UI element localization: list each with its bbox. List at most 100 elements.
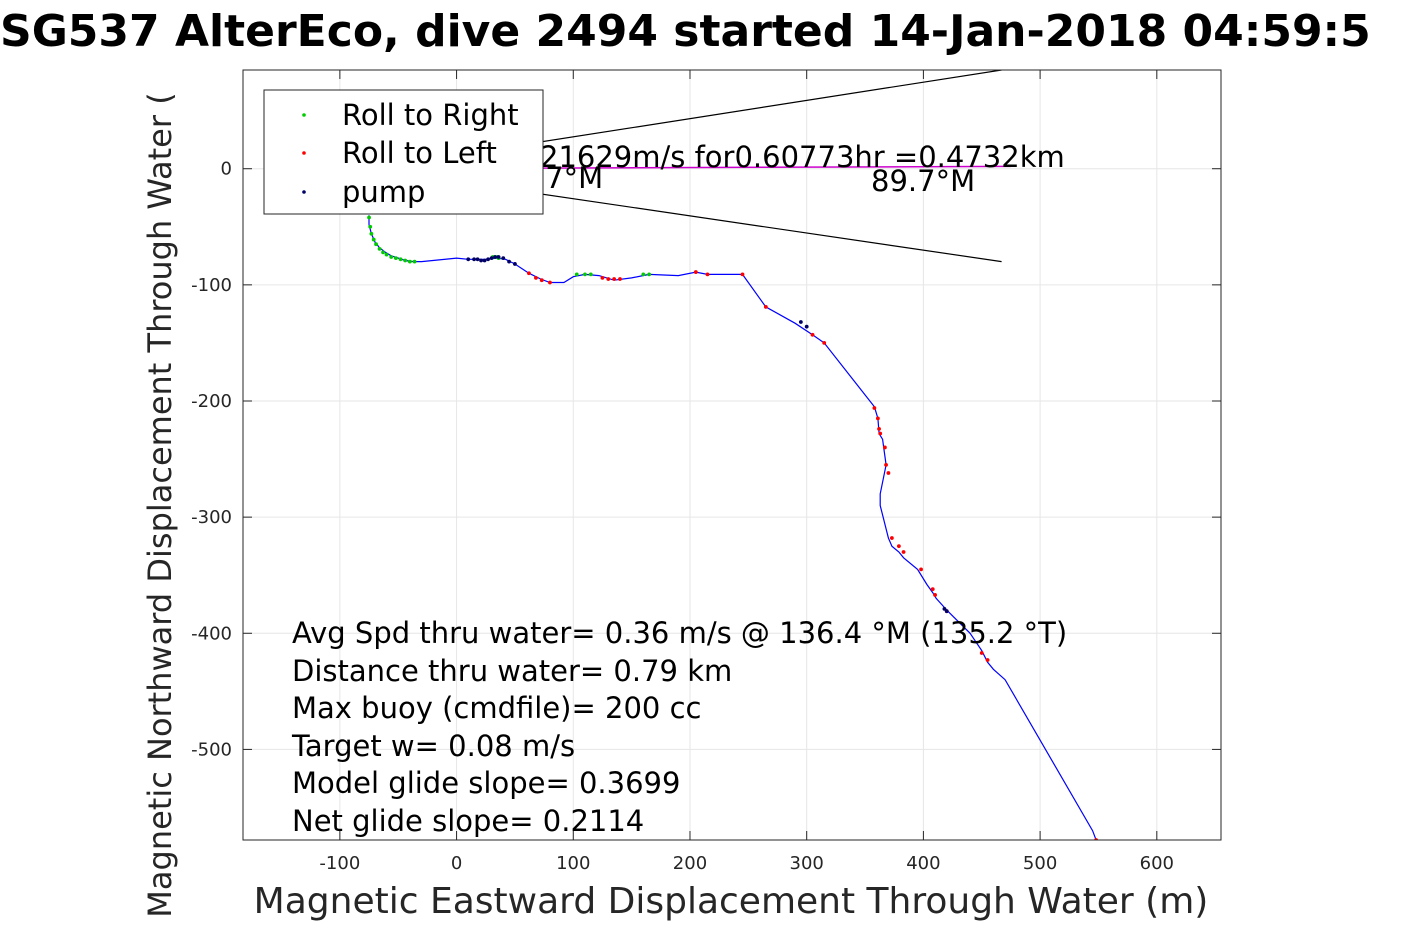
x-tick-label: 500 (1023, 853, 1057, 874)
heading-right-annotation: 89.7°M (871, 164, 975, 198)
roll-right-point (574, 272, 579, 277)
pump-point (482, 258, 487, 263)
y-tick-label: -400 (191, 623, 232, 644)
grid (243, 70, 1221, 840)
pump-point (944, 609, 949, 614)
pump-point (501, 256, 506, 261)
roll-left-point (882, 445, 887, 450)
roll-right-point (367, 215, 371, 220)
legend-marker-roll-left (302, 151, 306, 155)
roll-right-point (384, 252, 389, 257)
x-tick-label: 200 (673, 853, 707, 874)
plot-frame (242, 69, 1222, 841)
roll-left-point (539, 278, 544, 283)
legend-label-pump: pump (342, 175, 425, 209)
legend-marker-roll-right (302, 113, 306, 117)
x-tick-label: -100 (319, 853, 360, 874)
stats-block: Avg Spd thru water= 0.36 m/s @ 136.4 °M … (291, 616, 1067, 838)
x-tick-label: 0 (451, 853, 462, 874)
track-group (368, 215, 1097, 840)
roll-left-point (527, 271, 531, 276)
stats-line: Model glide slope= 0.3699 (292, 766, 680, 800)
y-tick-label: -300 (191, 507, 232, 528)
pump-point (513, 262, 517, 266)
chart-title: SG537 AlterEco, dive 2494 started 14-Jan… (0, 6, 1371, 57)
pump-point (489, 256, 494, 261)
y-tick-label: -200 (191, 391, 232, 412)
legend: Roll to Right Roll to Left pump (263, 89, 544, 215)
y-tick-label: -100 (191, 275, 232, 296)
stats-line: Target w= 0.08 m/s (291, 729, 575, 763)
pump-point (493, 255, 497, 259)
stats-line: Max buoy (cmdfile)= 200 cc (292, 691, 701, 725)
roll-left-point (979, 651, 984, 655)
legend-box (263, 89, 544, 215)
roll-right-point (407, 259, 412, 264)
stats-line: Avg Spd thru water= 0.36 m/s @ 136.4 °M … (292, 616, 1067, 650)
roll-left-point (705, 272, 710, 277)
stats-line: Distance thru water= 0.79 km (292, 654, 732, 688)
heading-left-annotation: .7°M (536, 161, 603, 195)
roll-left-point (877, 426, 881, 431)
pump-point (496, 255, 501, 259)
y-tick-label: 0 (221, 159, 232, 180)
x-tick-label: 100 (556, 853, 590, 874)
roll-left-point (875, 416, 880, 421)
roll-left-point (884, 462, 888, 467)
roll-left-point (810, 332, 815, 337)
legend-label-roll-left: Roll to Left (342, 136, 497, 170)
roll-left-point (886, 471, 891, 475)
roll-left-point (534, 275, 538, 280)
roll-left-point (600, 275, 605, 280)
roll-left-point (618, 277, 622, 281)
roll-left-point (985, 658, 990, 662)
roll-right-point (381, 250, 385, 255)
axes (242, 69, 1222, 841)
stats-line: Net glide slope= 0.2114 (292, 804, 644, 838)
roll-right-point (393, 256, 398, 261)
pump-point (486, 257, 490, 262)
roll-right-point (647, 272, 652, 277)
roll-left-point (693, 270, 698, 274)
roll-left-point (933, 593, 937, 597)
legend-marker-pump (302, 190, 306, 194)
roll-right-point (588, 272, 593, 277)
y-tick-label: -500 (191, 739, 232, 760)
pump-point (479, 258, 483, 263)
pump-point (507, 259, 511, 264)
pump-point (466, 257, 471, 262)
roll-left-point (606, 277, 611, 281)
roll-right-point (371, 237, 376, 242)
x-tick-label: 400 (906, 853, 940, 874)
x-axis-label: Magnetic Eastward Displacement Through W… (254, 881, 1209, 922)
pump-point (804, 324, 809, 329)
roll-right-point (374, 242, 378, 247)
roll-left-point (763, 305, 768, 309)
pump-point (798, 320, 803, 324)
roll-left-point (889, 536, 894, 540)
roll-right-point (368, 224, 373, 229)
pump-point (942, 606, 947, 611)
roll-left-point (901, 550, 906, 554)
roll-left-point (930, 587, 935, 592)
roll-left-point (740, 272, 745, 277)
y-axis-label: Magnetic Northward Displacement Through … (141, 92, 179, 917)
roll-right-point (398, 257, 403, 262)
points-group (367, 215, 1099, 840)
roll-left-point (822, 341, 827, 345)
pump-point (472, 257, 476, 262)
current-annotation: 21629m/s for0.60773hr =0.4732km (540, 140, 1065, 174)
tick-labels: -100 0 100 200 300 400 500 600 0 -100 -200 -300 -400… (191, 159, 1174, 874)
roll-right-point (641, 272, 646, 277)
roll-right-point (369, 231, 374, 236)
roll-left-point (878, 431, 883, 436)
roll-right-point (389, 255, 394, 259)
roll-left-point (919, 567, 923, 572)
roll-left-point (612, 277, 617, 281)
roll-left-point (872, 406, 877, 410)
x-tick-label: 300 (790, 853, 824, 874)
legend-label-roll-right: Roll to Right (342, 98, 519, 132)
roll-right-point (583, 272, 587, 277)
pump-point (475, 257, 480, 262)
